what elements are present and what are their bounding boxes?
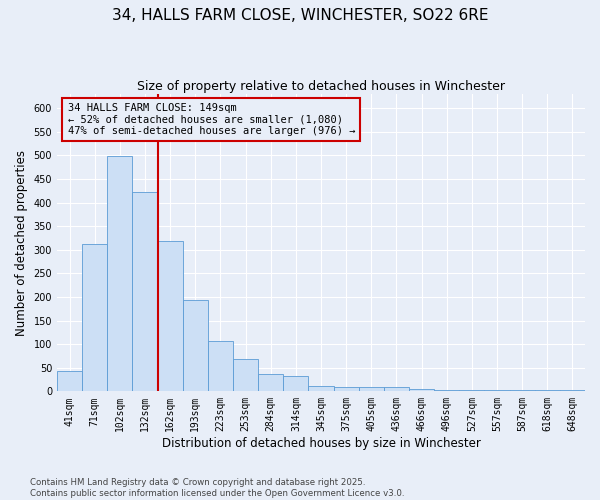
Bar <box>283 376 308 392</box>
Bar <box>560 390 585 392</box>
Bar <box>308 386 334 392</box>
Bar <box>384 386 409 392</box>
Bar <box>484 390 509 392</box>
Text: 34, HALLS FARM CLOSE, WINCHESTER, SO22 6RE: 34, HALLS FARM CLOSE, WINCHESTER, SO22 6… <box>112 8 488 22</box>
Bar <box>258 374 283 392</box>
Bar <box>208 342 233 392</box>
Bar <box>183 300 208 392</box>
Bar <box>334 386 359 392</box>
X-axis label: Distribution of detached houses by size in Winchester: Distribution of detached houses by size … <box>161 437 481 450</box>
Y-axis label: Number of detached properties: Number of detached properties <box>15 150 28 336</box>
Bar <box>509 390 535 392</box>
Bar <box>82 244 107 392</box>
Bar <box>233 359 258 392</box>
Bar <box>158 242 183 392</box>
Bar <box>409 389 434 392</box>
Bar <box>359 386 384 392</box>
Bar <box>459 390 484 392</box>
Bar <box>107 156 133 392</box>
Title: Size of property relative to detached houses in Winchester: Size of property relative to detached ho… <box>137 80 505 93</box>
Bar <box>57 370 82 392</box>
Bar <box>535 390 560 392</box>
Text: Contains HM Land Registry data © Crown copyright and database right 2025.
Contai: Contains HM Land Registry data © Crown c… <box>30 478 404 498</box>
Text: 34 HALLS FARM CLOSE: 149sqm
← 52% of detached houses are smaller (1,080)
47% of : 34 HALLS FARM CLOSE: 149sqm ← 52% of det… <box>68 103 355 136</box>
Bar <box>133 192 158 392</box>
Bar <box>434 390 459 392</box>
